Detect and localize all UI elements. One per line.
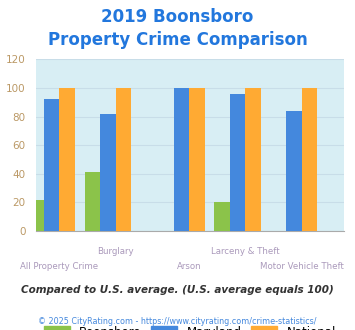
Text: 2019 Boonsboro: 2019 Boonsboro: [101, 8, 254, 26]
Bar: [301, 88, 317, 231]
Bar: [245, 88, 261, 231]
Bar: [44, 99, 59, 231]
Text: Arson: Arson: [177, 262, 202, 272]
Bar: [230, 94, 245, 231]
Bar: [286, 111, 301, 231]
Bar: [100, 114, 115, 231]
Bar: [28, 200, 44, 231]
Bar: [189, 88, 205, 231]
Bar: [214, 202, 230, 231]
Text: All Property Crime: All Property Crime: [20, 262, 98, 272]
Bar: [84, 172, 100, 231]
Legend: Boonsboro, Maryland, National: Boonsboro, Maryland, National: [44, 326, 336, 330]
Text: Motor Vehicle Theft: Motor Vehicle Theft: [260, 262, 344, 272]
Text: © 2025 CityRating.com - https://www.cityrating.com/crime-statistics/: © 2025 CityRating.com - https://www.city…: [38, 317, 317, 326]
Text: Property Crime Comparison: Property Crime Comparison: [48, 31, 307, 50]
Text: Compared to U.S. average. (U.S. average equals 100): Compared to U.S. average. (U.S. average …: [21, 285, 334, 295]
Text: Burglary: Burglary: [97, 247, 134, 256]
Bar: [174, 88, 189, 231]
Bar: [59, 88, 75, 231]
Text: Larceny & Theft: Larceny & Theft: [211, 247, 280, 256]
Bar: [115, 88, 131, 231]
